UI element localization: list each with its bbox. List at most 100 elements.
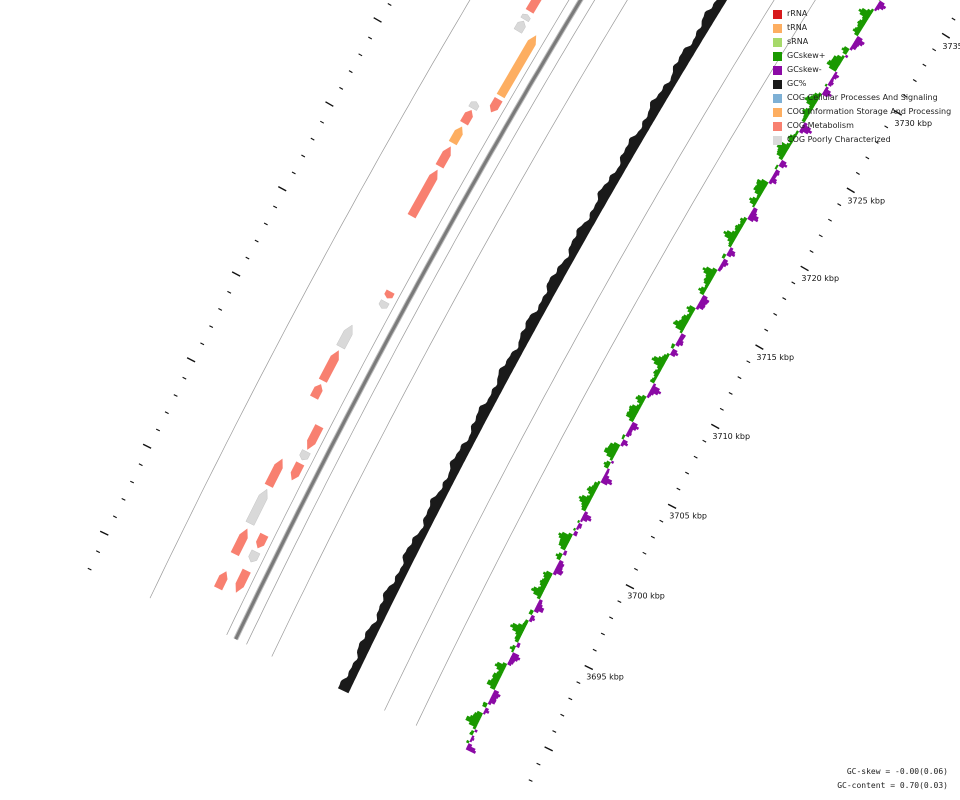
- gc-skew-negative: [676, 340, 684, 347]
- gc-skew-positive: [559, 540, 568, 547]
- gc-skew-negative: [729, 247, 734, 251]
- gc-skew-positive: [776, 144, 788, 153]
- gc-skew-positive: [857, 20, 865, 27]
- legend-swatch: [773, 10, 782, 19]
- gc-skew-negative: [649, 389, 659, 396]
- gc-skew-negative: [844, 54, 849, 59]
- gc-skew-positive: [675, 325, 684, 332]
- gc-content-stat: GC-content = 0.70(0.03): [837, 781, 948, 790]
- gc-skew-positive: [597, 480, 601, 485]
- gc-skew-positive: [555, 553, 562, 559]
- gc-skew-positive: [638, 402, 643, 407]
- gene-poorly: [245, 488, 268, 526]
- gc-skew-negative: [471, 735, 475, 739]
- gc-skew-stat: GC-skew = -0.00(0.06): [846, 767, 948, 776]
- gc-skew-positive: [753, 187, 763, 195]
- gc-skew-positive: [749, 200, 757, 206]
- gc-skew-negative: [483, 709, 490, 714]
- gc-skew-positive: [826, 61, 838, 70]
- gc-skew-positive: [748, 197, 758, 204]
- gc-skew-positive: [604, 447, 617, 456]
- gc-skew-positive: [651, 357, 665, 367]
- gc-skew-negative: [535, 605, 545, 612]
- gc-skew-negative: [529, 616, 536, 622]
- gc-skew-negative: [750, 211, 758, 217]
- gc-skew-positive: [465, 717, 479, 726]
- gc-skew-positive: [494, 663, 506, 671]
- gc-skew-positive: [705, 273, 714, 280]
- gc-skew-negative: [651, 385, 660, 392]
- gc-skew-negative: [489, 697, 497, 703]
- gc-skew-negative: [827, 82, 833, 87]
- major-tick: [231, 271, 241, 277]
- gc-skew-negative: [747, 216, 754, 223]
- gc-skew-positive: [589, 493, 594, 498]
- gc-skew-positive: [466, 715, 480, 724]
- gc-skew-positive: [577, 519, 581, 524]
- legend-swatch: [773, 136, 782, 145]
- gc-skew-positive: [517, 623, 526, 629]
- gc-skew-positive: [489, 685, 496, 690]
- minor-tick: [884, 125, 889, 129]
- gc-skew-negative: [701, 296, 710, 304]
- gc-skew-positive: [608, 444, 619, 452]
- minor-tick: [791, 281, 796, 285]
- gc-skew-positive: [603, 461, 610, 467]
- legend-label: tRNA: [787, 23, 808, 32]
- minor-tick: [932, 48, 937, 52]
- gc-skew-negative: [856, 35, 863, 42]
- gc-skew-negative: [515, 644, 520, 649]
- gc-skew-positive: [754, 185, 765, 193]
- legend-label: GC%: [787, 79, 807, 88]
- gc-skew-positive: [663, 353, 669, 359]
- gc-skew-positive: [651, 377, 657, 382]
- gc-skew-positive: [788, 138, 794, 144]
- gc-skew-negative: [855, 37, 865, 46]
- gc-skew-positive: [699, 290, 705, 296]
- gc-skew-positive: [812, 93, 820, 100]
- gc-skew-negative: [772, 173, 778, 178]
- gc-skew-negative: [552, 571, 557, 576]
- gc-skew-positive: [636, 399, 644, 405]
- major-tick: [667, 503, 677, 510]
- gc-skew-negative: [572, 532, 578, 537]
- gene-metabolism: [310, 384, 323, 400]
- gc-skew-negative: [726, 252, 732, 258]
- gc-skew-positive: [470, 730, 475, 734]
- minor-tick: [218, 308, 223, 311]
- gc-skew-positive: [558, 532, 571, 541]
- gc-skew-negative: [678, 337, 684, 342]
- gc-skew-negative: [770, 176, 778, 183]
- gc-skew-positive: [653, 361, 664, 369]
- gc-skew-positive: [786, 142, 792, 147]
- gc-skew-positive: [806, 100, 815, 108]
- gc-skew-negative: [467, 743, 473, 748]
- minor-tick: [301, 154, 306, 158]
- gc-skew-positive: [817, 92, 822, 97]
- gc-skew-negative: [769, 178, 777, 185]
- minor-tick: [245, 256, 250, 260]
- gc-skew-negative: [622, 439, 628, 444]
- gc-skew-positive: [802, 116, 807, 121]
- gc-skew-positive: [841, 47, 849, 53]
- gc-skew-positive: [802, 111, 810, 117]
- gc-skew-positive: [609, 442, 620, 450]
- gc-skew-positive: [801, 118, 806, 123]
- gc-skew-positive: [603, 464, 609, 469]
- minor-tick: [922, 63, 927, 67]
- gc-skew-positive: [656, 365, 663, 370]
- gc-skew-positive: [560, 545, 566, 551]
- gc-skew-negative: [492, 691, 501, 698]
- gene-metabolism: [230, 528, 248, 557]
- gc-skew-negative: [628, 427, 634, 432]
- gc-skew-negative: [801, 125, 813, 134]
- gc-skew-positive: [653, 373, 659, 378]
- gc-skew-positive: [509, 646, 516, 651]
- gc-skew-positive: [705, 266, 717, 275]
- gc-skew-positive: [861, 15, 869, 22]
- gc-skew-positive: [843, 46, 850, 52]
- minor-tick: [291, 171, 296, 175]
- gc-skew-negative: [824, 88, 831, 94]
- gc-skew-positive: [678, 319, 688, 326]
- gc-skew-negative: [573, 530, 579, 535]
